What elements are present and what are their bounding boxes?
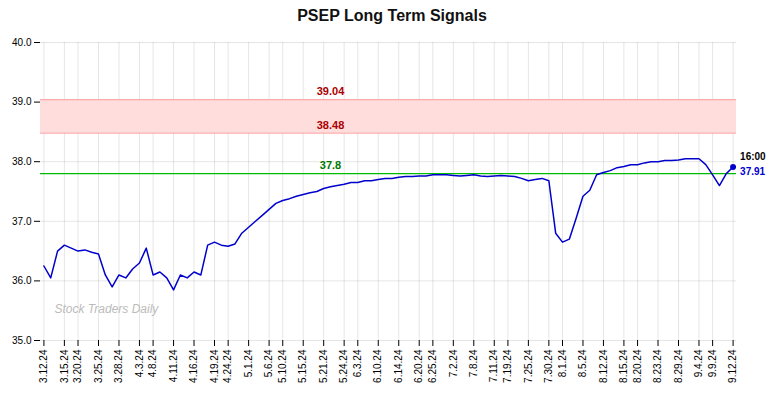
svg-text:37.91: 37.91 [740,166,765,177]
svg-text:36.0: 36.0 [12,275,32,286]
svg-text:3.25.24: 3.25.24 [93,349,104,383]
svg-text:6.10.24: 6.10.24 [372,349,383,383]
svg-text:5.1.24: 5.1.24 [243,349,254,377]
svg-text:8.20.24: 8.20.24 [632,349,643,383]
svg-text:6.25.24: 6.25.24 [427,349,438,383]
svg-text:8.29.24: 8.29.24 [673,349,684,383]
svg-text:4.11.24: 4.11.24 [168,349,179,382]
svg-text:6.14.24: 6.14.24 [393,349,404,383]
svg-text:7.30.24: 7.30.24 [543,349,554,383]
svg-text:38.0: 38.0 [12,156,32,167]
svg-text:3.15.24: 3.15.24 [59,349,70,383]
svg-text:39.0: 39.0 [12,96,32,107]
svg-text:5.21.24: 5.21.24 [318,349,329,383]
svg-text:35.0: 35.0 [12,335,32,346]
svg-text:9.12.24: 9.12.24 [727,349,738,383]
html-text:PSEP Long Term Signals: PSEP Long Term Signals [297,7,487,24]
svg-text:6.3.24: 6.3.24 [352,349,363,377]
svg-text:7.19.24: 7.19.24 [502,349,513,383]
svg-text:9.9.24: 9.9.24 [707,349,718,377]
svg-text:3.20.24: 3.20.24 [72,349,83,383]
svg-text:38.48: 38.48 [317,119,345,131]
svg-text:4.3.24: 4.3.24 [134,349,145,377]
svg-text:8.23.24: 8.23.24 [652,349,663,383]
svg-text:3.12.24: 3.12.24 [38,349,49,383]
svg-text:7.2.24: 7.2.24 [448,349,459,377]
svg-text:5.24.24: 5.24.24 [338,349,349,383]
svg-text:40.0: 40.0 [12,37,32,48]
svg-text:16:00: 16:00 [740,151,766,162]
svg-text:6.20.24: 6.20.24 [413,349,424,383]
svg-text:8.15.24: 8.15.24 [618,349,629,383]
svg-text:37.8: 37.8 [320,159,341,171]
svg-text:37.0: 37.0 [12,216,32,227]
svg-text:4.8.24: 4.8.24 [147,349,158,377]
svg-text:Stock Traders Daily: Stock Traders Daily [55,302,160,316]
svg-text:7.11.24: 7.11.24 [488,349,499,382]
svg-text:8.12.24: 8.12.24 [598,349,609,383]
svg-text:8.5.24: 8.5.24 [577,349,588,377]
svg-text:8.1.24: 8.1.24 [557,349,568,377]
svg-text:9.4.24: 9.4.24 [693,349,704,377]
svg-text:7.8.24: 7.8.24 [468,349,479,377]
svg-text:3.28.24: 3.28.24 [113,349,124,383]
svg-text:4.24.24: 4.24.24 [222,349,233,383]
svg-text:39.04: 39.04 [317,85,345,97]
svg-text:4.16.24: 4.16.24 [188,349,199,383]
svg-text:4.19.24: 4.19.24 [209,349,220,383]
svg-text:5.15.24: 5.15.24 [297,349,308,383]
svg-text:7.25.24: 7.25.24 [523,349,534,383]
svg-text:5.6.24: 5.6.24 [263,349,274,377]
svg-text:5.10.24: 5.10.24 [277,349,288,383]
